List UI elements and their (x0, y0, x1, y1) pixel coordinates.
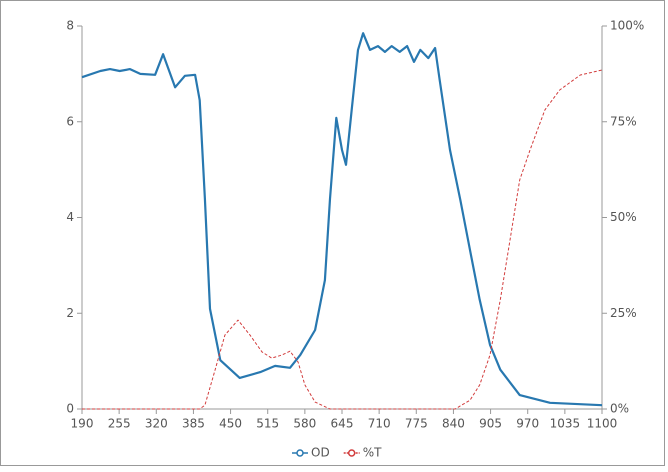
y2-tick-label: 75% (610, 114, 637, 128)
x-tick-label: 645 (331, 417, 354, 431)
x-tick-label: 385 (182, 417, 205, 431)
x-tick-label: 190 (71, 417, 94, 431)
y-tick-label: 2 (66, 306, 74, 320)
y-tick-label: 6 (66, 114, 74, 128)
x-tick-label: 775 (405, 417, 428, 431)
y-tick-label: 4 (66, 210, 74, 224)
legend-marker (296, 449, 304, 457)
x-tick-label: 320 (145, 417, 168, 431)
legend-item: OD (292, 446, 330, 460)
y-tick-label: 8 (66, 19, 74, 33)
x-tick-label: 970 (516, 417, 539, 431)
y2-tick-label: 50% (610, 210, 637, 224)
x-tick-label: 450 (219, 417, 242, 431)
y2-tick-label: 25% (610, 306, 637, 320)
y2-tick-label: 100% (610, 19, 644, 33)
x-tick-label: 1035 (550, 417, 581, 431)
x-tick-label: 515 (256, 417, 279, 431)
legend-item: %T (343, 446, 382, 460)
x-tick-label: 905 (479, 417, 502, 431)
y-tick-label: 0 (66, 402, 74, 416)
x-tick-label: 580 (293, 417, 316, 431)
legend-label: %T (363, 446, 382, 460)
x-tick-label: 840 (442, 417, 465, 431)
x-tick-label: 255 (108, 417, 131, 431)
series-line (82, 69, 603, 410)
x-tick-label: 710 (368, 417, 391, 431)
legend-marker (347, 449, 356, 457)
series-line (81, 32, 603, 407)
legend-label: OD (311, 446, 330, 460)
x-tick-label: 1100 (587, 417, 618, 431)
y2-tick-label: 0% (610, 402, 629, 416)
